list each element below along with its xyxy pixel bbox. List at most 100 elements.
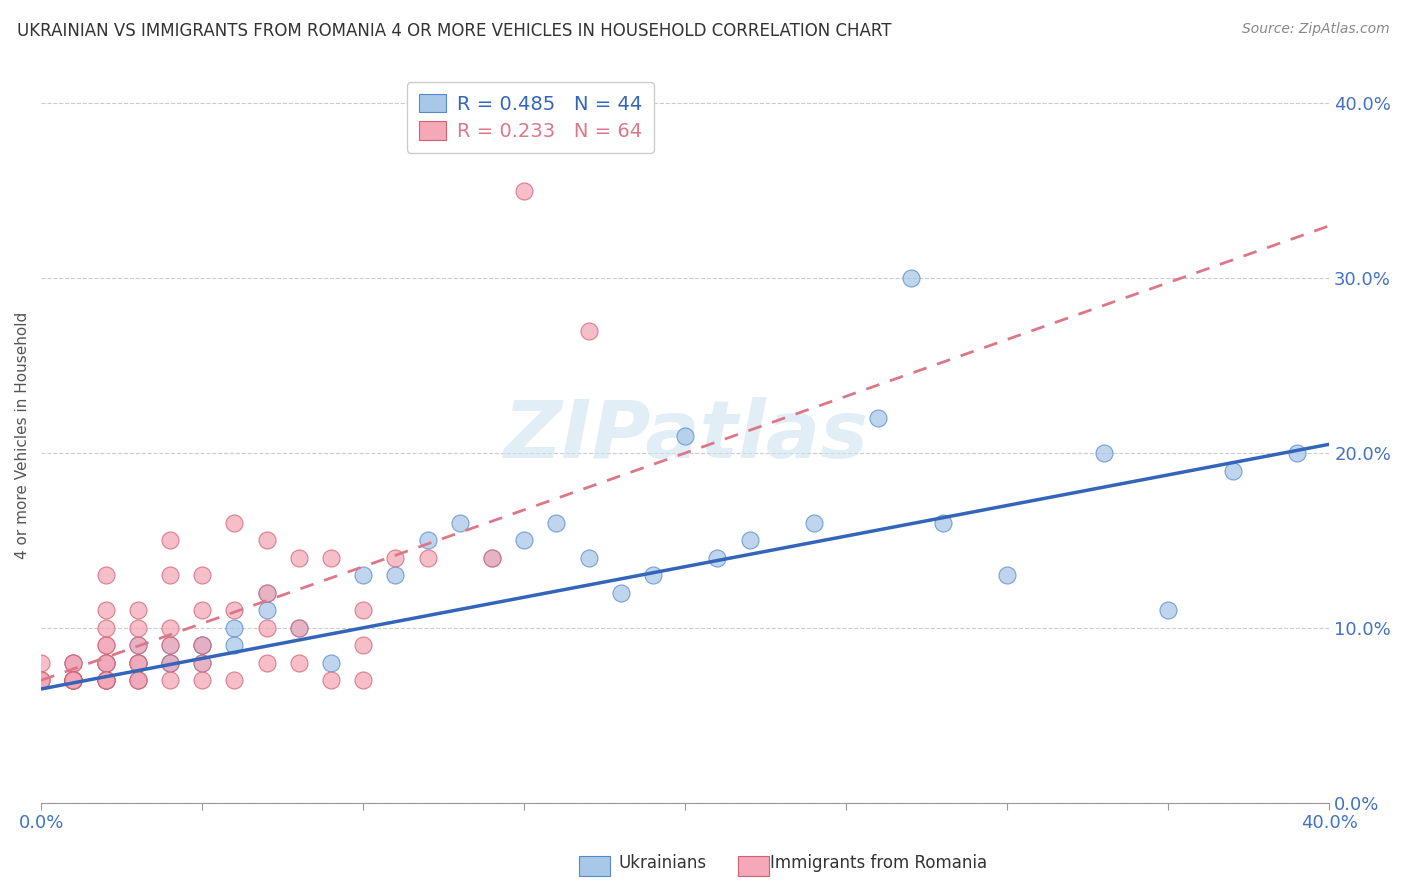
Point: [159, 656, 181, 670]
Point: [224, 621, 246, 635]
Point: [94, 638, 117, 652]
Point: [62, 656, 84, 670]
Point: [62, 673, 84, 688]
Text: Immigrants from Romania: Immigrants from Romania: [770, 855, 987, 872]
Point: [94, 656, 117, 670]
Point: [94, 656, 117, 670]
Point: [1286, 446, 1309, 460]
Point: [94, 656, 117, 670]
Point: [127, 638, 149, 652]
Point: [62, 673, 84, 688]
Point: [352, 603, 374, 617]
Point: [94, 673, 117, 688]
Point: [256, 533, 278, 548]
Point: [127, 638, 149, 652]
Point: [94, 673, 117, 688]
Point: [30, 673, 52, 688]
Point: [127, 673, 149, 688]
Point: [384, 550, 406, 565]
Point: [868, 411, 890, 425]
Legend: R = 0.485   N = 44, R = 0.233   N = 64: R = 0.485 N = 44, R = 0.233 N = 64: [406, 82, 654, 153]
Point: [191, 673, 214, 688]
Point: [191, 656, 214, 670]
Text: Source: ZipAtlas.com: Source: ZipAtlas.com: [1241, 22, 1389, 37]
Point: [319, 656, 342, 670]
Point: [62, 673, 84, 688]
Point: [900, 271, 922, 285]
Point: [287, 550, 309, 565]
Point: [256, 603, 278, 617]
Point: [224, 673, 246, 688]
Point: [256, 656, 278, 670]
Point: [191, 638, 214, 652]
Point: [62, 673, 84, 688]
Point: [481, 550, 503, 565]
Point: [384, 568, 406, 582]
Point: [803, 516, 825, 530]
Point: [610, 586, 633, 600]
Point: [159, 656, 181, 670]
Point: [191, 638, 214, 652]
Point: [159, 621, 181, 635]
Point: [127, 656, 149, 670]
Point: [256, 586, 278, 600]
Point: [481, 550, 503, 565]
Point: [159, 638, 181, 652]
Point: [127, 603, 149, 617]
Point: [319, 673, 342, 688]
Point: [127, 656, 149, 670]
Point: [62, 656, 84, 670]
Point: [94, 568, 117, 582]
Point: [127, 621, 149, 635]
Point: [1222, 463, 1244, 477]
Point: [224, 516, 246, 530]
Point: [932, 516, 955, 530]
Point: [191, 568, 214, 582]
Point: [578, 550, 600, 565]
Point: [287, 621, 309, 635]
Point: [127, 673, 149, 688]
Point: [256, 586, 278, 600]
Point: [224, 638, 246, 652]
Point: [706, 550, 728, 565]
Point: [30, 656, 52, 670]
Text: UKRAINIAN VS IMMIGRANTS FROM ROMANIA 4 OR MORE VEHICLES IN HOUSEHOLD CORRELATION: UKRAINIAN VS IMMIGRANTS FROM ROMANIA 4 O…: [17, 22, 891, 40]
Point: [94, 638, 117, 652]
Y-axis label: 4 or more Vehicles in Household: 4 or more Vehicles in Household: [15, 312, 30, 559]
Point: [416, 550, 439, 565]
Point: [546, 516, 568, 530]
Point: [641, 568, 664, 582]
Point: [191, 656, 214, 670]
Point: [1157, 603, 1180, 617]
Point: [513, 184, 536, 198]
Point: [319, 550, 342, 565]
Point: [159, 568, 181, 582]
Point: [352, 568, 374, 582]
Point: [127, 673, 149, 688]
Point: [449, 516, 471, 530]
Point: [738, 533, 761, 548]
Point: [191, 603, 214, 617]
Point: [995, 568, 1018, 582]
Point: [224, 603, 246, 617]
Point: [578, 324, 600, 338]
Point: [159, 656, 181, 670]
Point: [94, 603, 117, 617]
Point: [352, 673, 374, 688]
Point: [62, 673, 84, 688]
Point: [127, 656, 149, 670]
Point: [127, 656, 149, 670]
Point: [159, 533, 181, 548]
Text: Ukrainians: Ukrainians: [619, 855, 707, 872]
Point: [62, 673, 84, 688]
Point: [62, 673, 84, 688]
Point: [62, 656, 84, 670]
Point: [62, 673, 84, 688]
Point: [94, 673, 117, 688]
Point: [287, 621, 309, 635]
Point: [159, 638, 181, 652]
Text: ZIPatlas: ZIPatlas: [503, 397, 868, 475]
Point: [62, 673, 84, 688]
Point: [352, 638, 374, 652]
Point: [94, 673, 117, 688]
